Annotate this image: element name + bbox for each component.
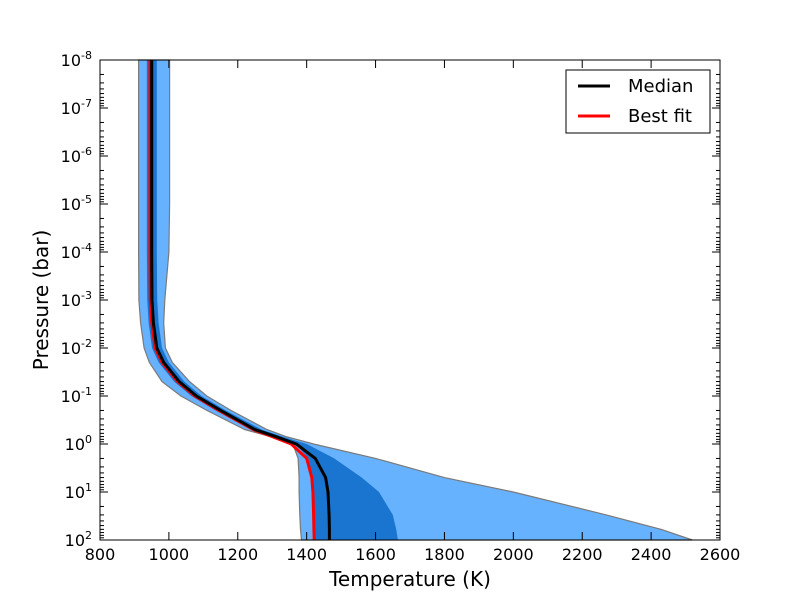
- x-tick-label: 2000: [493, 545, 534, 564]
- legend-label-best-fit: Best fit: [628, 106, 692, 127]
- series-line-median: [150, 60, 331, 540]
- legend: Median Best fit: [565, 69, 711, 134]
- y-tick-label: 10-8: [61, 49, 92, 70]
- profile-lines: [148, 60, 331, 541]
- x-tick-label: 1000: [149, 545, 190, 564]
- y-axis-title: Pressure (bar): [29, 230, 53, 371]
- y-tick-label: 101: [65, 481, 92, 502]
- y-tick-label: 102: [65, 529, 92, 550]
- band-inner: [146, 60, 398, 540]
- y-tick-label: 10-1: [61, 385, 92, 406]
- y-tick-label: 10-5: [61, 193, 92, 214]
- x-tick-label: 1200: [217, 545, 258, 564]
- x-tick-label: 800: [85, 545, 116, 564]
- x-tick-label: 2200: [562, 545, 603, 564]
- x-tick-label: 1400: [286, 545, 327, 564]
- y-tick-label: 10-2: [61, 337, 92, 358]
- axis-ticks: [99, 59, 721, 541]
- y-tick-label: 100: [65, 433, 92, 454]
- x-axis-title: Temperature (K): [328, 567, 491, 591]
- x-tick-label: 2600: [700, 545, 741, 564]
- axis-tick-labels: 800 1000 1200 1400 1600 1800 2000 2200 2400 2600 1…: [61, 49, 741, 564]
- y-tick-label: 10-6: [61, 145, 92, 166]
- x-tick-label: 2400: [631, 545, 672, 564]
- x-tick-label: 1800: [424, 545, 465, 564]
- y-tick-label: 10-7: [61, 97, 92, 118]
- y-tick-label: 10-4: [61, 241, 92, 262]
- legend-box: [565, 69, 711, 134]
- series-line-best-fit: [148, 60, 316, 541]
- x-tick-label: 1600: [355, 545, 396, 564]
- y-tick-label: 10-3: [61, 289, 92, 310]
- legend-label-median: Median: [628, 76, 693, 97]
